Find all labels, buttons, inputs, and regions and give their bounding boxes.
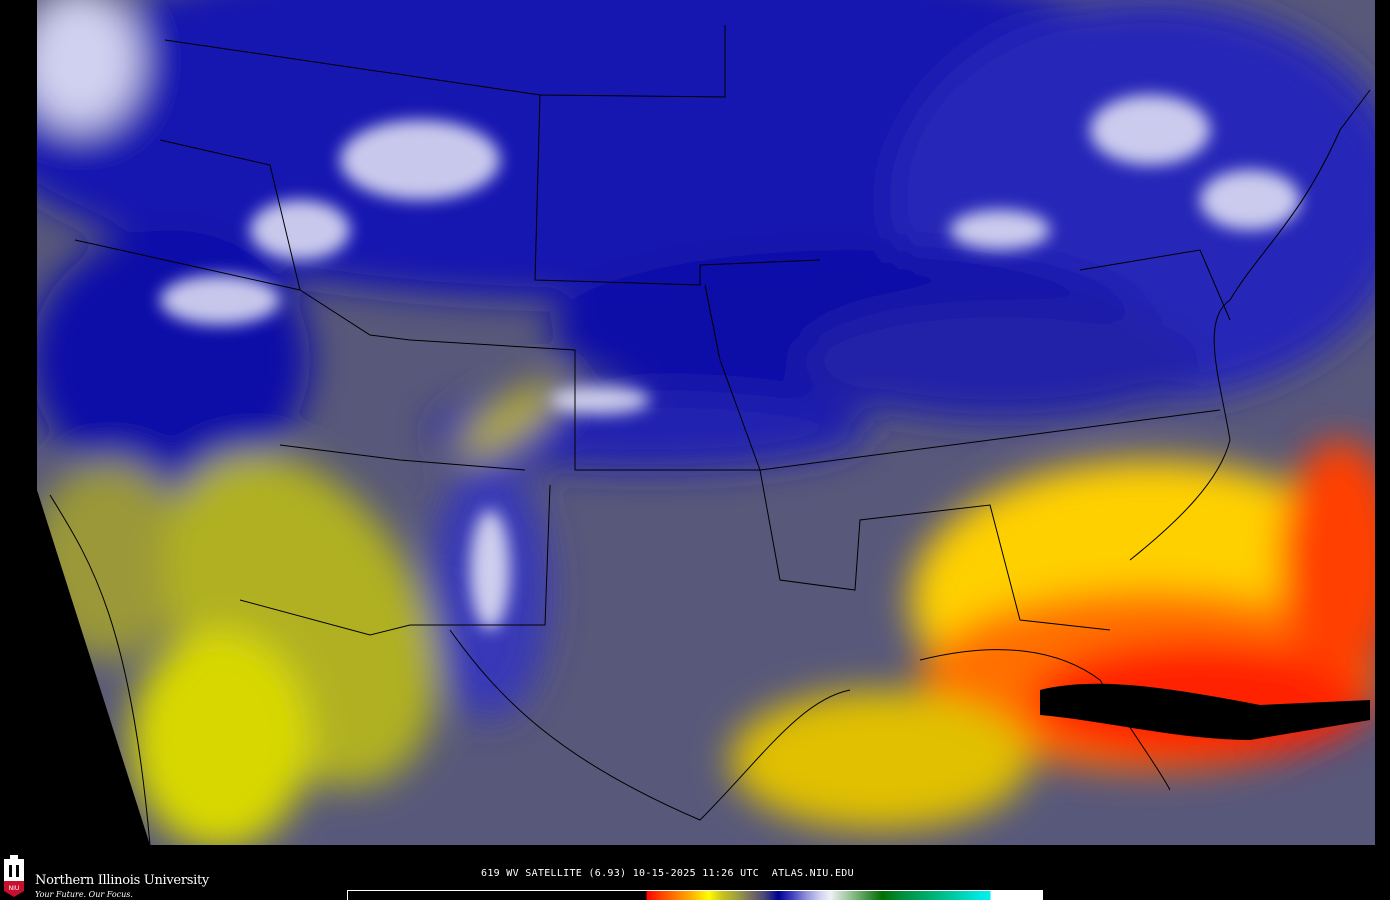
- cold-cloud-tops: [1040, 683, 1370, 740]
- state-boundaries: [49, 25, 1371, 845]
- image-caption: 619 WV SATELLITE (6.93) 10-15-2025 11:26…: [481, 868, 854, 879]
- university-name: Northern Illinois University: [35, 873, 209, 888]
- niu-logo: NIU Northern Illinois University Your Fu…: [2, 855, 232, 899]
- niu-shield-icon: NIU: [4, 855, 24, 897]
- color-scale-bar: [347, 890, 1043, 900]
- water-vapor-satellite-map: [37, 0, 1375, 845]
- svg-text:NIU: NIU: [9, 885, 20, 892]
- satellite-imagery: [37, 0, 1375, 845]
- university-tagline: Your Future. Our Focus.: [35, 890, 133, 899]
